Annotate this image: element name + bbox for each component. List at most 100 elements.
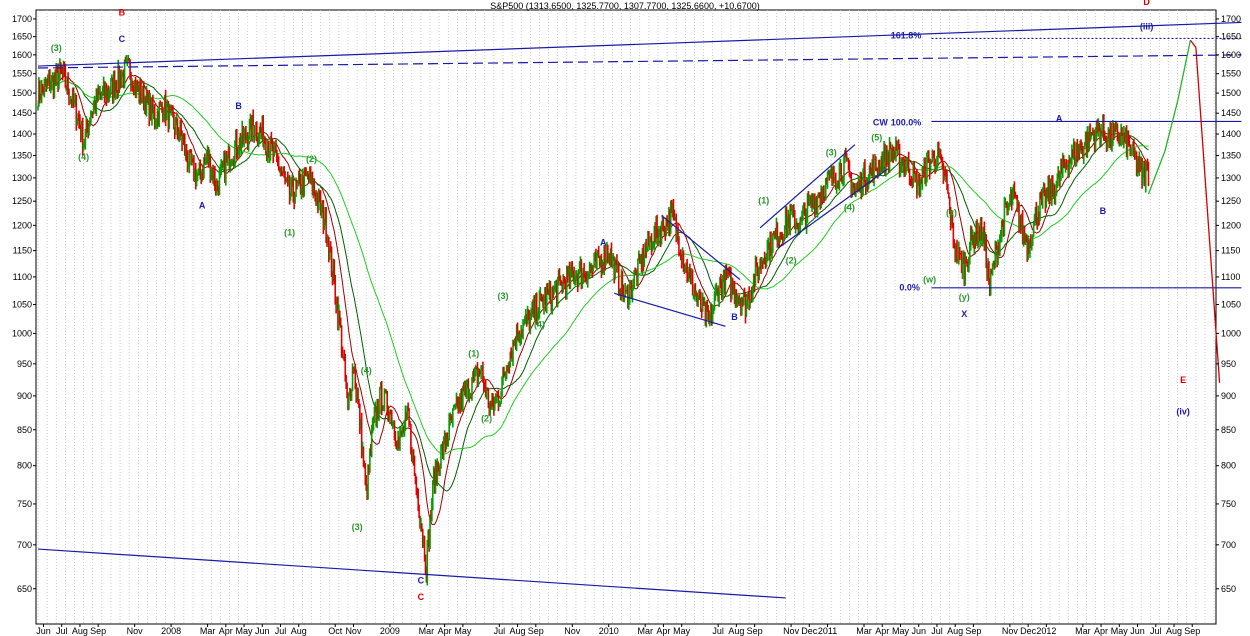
grid (35, 9, 1217, 625)
wave-label: (3) (352, 522, 363, 532)
wave-label: (2) (306, 154, 317, 164)
y-tick-label: 1500 (1221, 88, 1241, 98)
wave-label: (4) (361, 365, 372, 375)
trend-line (661, 215, 741, 281)
wave-label: (3) (51, 43, 62, 53)
projection-segment (1164, 100, 1179, 152)
chart-title: S&P500 (1313.6500, 1325.7700, 1307.7700,… (490, 1, 760, 11)
y-tick-label: 900 (1221, 391, 1236, 401)
x-tick-label: Jul (275, 626, 287, 636)
x-tick-label: Jul (712, 626, 724, 636)
wave-label: C (418, 592, 425, 602)
x-tick-label: Apr (1094, 626, 1108, 636)
wave-label: 161.8% (891, 30, 922, 40)
y-tick-label: 900 (17, 391, 32, 401)
y-tick-label: 1200 (1221, 220, 1241, 230)
projection-segment (1177, 40, 1192, 102)
trend-line (759, 144, 856, 229)
projection-segment (1147, 150, 1166, 195)
y-tick-label: 1300 (1221, 173, 1241, 183)
y-tick-label: 1350 (1221, 151, 1241, 161)
x-tick-label: Aug (1166, 626, 1182, 636)
ma-long (37, 80, 1149, 455)
x-tick-label: Jul (494, 626, 506, 636)
x-tick-label: Sep (965, 626, 981, 636)
x-tick-label: May (892, 626, 910, 636)
x-tick-label: Mar (419, 626, 435, 636)
x-tick-label: Jun (255, 626, 270, 636)
wave-label: A (1056, 113, 1063, 123)
x-tick-label: Nov (127, 626, 144, 636)
x-tick-label: Dec (801, 626, 818, 636)
y-tick-label: 1700 (1221, 14, 1241, 24)
wave-label: (iii) (1140, 21, 1154, 31)
wave-label: D (1143, 0, 1150, 7)
x-tick-label: Sep (528, 626, 544, 636)
x-tick-label: Aug (947, 626, 963, 636)
x-tick-label: Jun (36, 626, 51, 636)
wave-label: B (119, 7, 126, 17)
wave-label: C (418, 575, 425, 585)
x-tick-label: May (673, 626, 691, 636)
wave-label: (5) (871, 132, 882, 142)
y-tick-label: 1600 (1221, 50, 1241, 60)
x-tick-label: Nov (564, 626, 581, 636)
ma-mid (37, 80, 1149, 492)
x-tick-label: Sep (1184, 626, 1200, 636)
x-tick-label: Apr (219, 626, 233, 636)
wave-label: (4) (78, 152, 89, 162)
wave-label: (w) (923, 274, 936, 284)
y-tick-label: 850 (17, 425, 32, 435)
y-tick-label: 850 (1221, 425, 1236, 435)
x-tick-label: Jul (1150, 626, 1162, 636)
x-tick-label: Nov (345, 626, 362, 636)
y-tick-label: 1200 (12, 220, 32, 230)
wave-label: (1) (284, 227, 295, 237)
wave-label: X (961, 309, 967, 319)
wave-label: E (1180, 375, 1186, 385)
projection-segment (1195, 47, 1221, 383)
x-tick-label: Aug (510, 626, 526, 636)
wave-label: (y) (959, 292, 970, 302)
x-tick-label: Jul (56, 626, 68, 636)
x-tick-label: Jul (931, 626, 943, 636)
wave-label: (3) (497, 291, 508, 301)
x-tick-label: Mar (200, 626, 216, 636)
y-tick-label: 650 (17, 584, 32, 594)
wave-label: C (119, 34, 126, 44)
x-tick-label: Aug (72, 626, 88, 636)
x-tick-label: 2010 (599, 626, 619, 636)
y-tick-label: 1250 (12, 196, 32, 206)
trend-line (777, 168, 889, 249)
trend-line (37, 54, 1242, 69)
plot-frame (35, 9, 1217, 625)
y-tick-label: 1450 (1221, 108, 1241, 118)
trend-line (37, 21, 1242, 67)
y-axis: 650 650 700 700 750 750 800 800 850 850 900 900 950 9… (12, 14, 1241, 594)
wave-label: B (1100, 206, 1107, 216)
wave-label: (1) (758, 196, 769, 206)
wave-label: (iv) (1176, 407, 1190, 417)
x-tick-label: Jun (911, 626, 926, 636)
wave-label: B (731, 312, 738, 322)
x-tick-label: 2011 (818, 626, 837, 636)
y-tick-label: 1300 (12, 173, 32, 183)
x-tick-label: Aug (291, 626, 307, 636)
x-tick-label: Nov (1002, 626, 1019, 636)
x-tick-label: Mar (637, 626, 653, 636)
y-tick-label: 1000 (1221, 328, 1241, 338)
trend-line (37, 548, 786, 599)
wave-label: B (235, 101, 242, 111)
y-tick-label: 1450 (12, 108, 32, 118)
y-tick-label: 750 (17, 499, 32, 509)
x-tick-label: Dec (1020, 626, 1037, 636)
y-tick-label: 1250 (1221, 196, 1241, 206)
y-tick-label: 1550 (1221, 69, 1241, 79)
x-tick-label: Apr (656, 626, 670, 636)
y-tick-label: 1150 (13, 246, 32, 256)
wave-label: 0.0% (899, 283, 920, 293)
wave-label: A (199, 200, 206, 210)
x-tick-label: Jun (1130, 626, 1145, 636)
wave-label: (x) (946, 208, 957, 218)
